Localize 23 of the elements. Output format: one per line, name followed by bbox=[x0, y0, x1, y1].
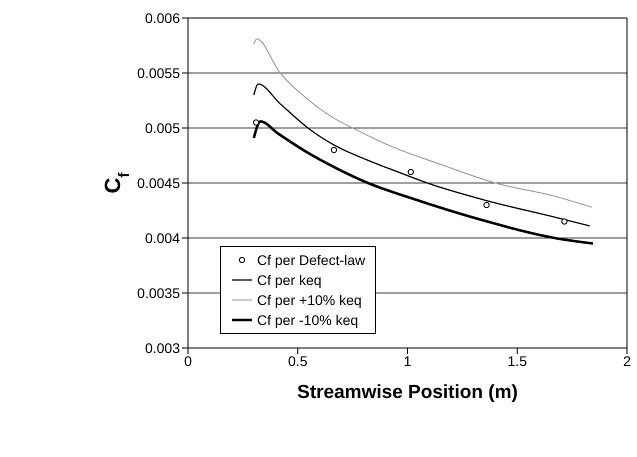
legend-label: Cf per +10% keq bbox=[257, 291, 362, 310]
legend-label: Cf per -10% keq bbox=[257, 311, 358, 330]
point bbox=[252, 119, 260, 126]
legend-label: Cf per Defect-law bbox=[257, 251, 366, 270]
x-tick-label: 1.5 bbox=[508, 352, 528, 369]
y-tick-label: 0.005 bbox=[144, 120, 180, 136]
y-tick-label: 0.006 bbox=[144, 10, 180, 26]
x-tick-label: 0 bbox=[184, 352, 192, 369]
point bbox=[330, 146, 338, 154]
point bbox=[408, 168, 414, 176]
x-axis-title: Streamwise Position (m) bbox=[297, 382, 518, 403]
x-tick-label: 0.5 bbox=[288, 352, 308, 369]
y-tick-label: 0.004 bbox=[144, 230, 180, 246]
y-tick-label: 0.0055 bbox=[137, 64, 180, 81]
x-tick-label: 2 bbox=[623, 352, 632, 369]
x-tick-label: 1 bbox=[404, 352, 412, 369]
point bbox=[561, 218, 568, 225]
y-tick-label: 0.003 bbox=[144, 340, 180, 356]
y-tick-label: 0.0035 bbox=[137, 284, 180, 301]
line-series bbox=[253, 38, 592, 208]
y-tick-label: 0.0045 bbox=[137, 174, 180, 191]
legend-label: Cf per keq bbox=[257, 271, 322, 290]
point bbox=[483, 202, 490, 208]
